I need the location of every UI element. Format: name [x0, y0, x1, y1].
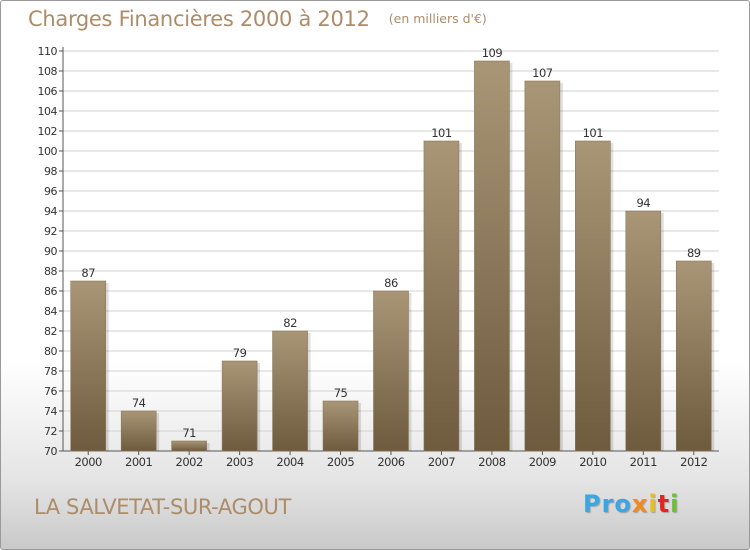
- bar: [322, 400, 359, 452]
- x-tick-label: 2010: [579, 455, 606, 469]
- y-tick-label: 74: [44, 405, 57, 418]
- data-label: 109: [482, 46, 503, 60]
- data-label: 79: [233, 346, 247, 360]
- data-labels: 87 74 71 79 82 75 86 101 109 107 101 94 89: [81, 46, 701, 440]
- x-tick-label: 2004: [276, 455, 303, 469]
- y-tick-label: 72: [44, 425, 57, 438]
- y-tick-label: 80: [44, 345, 57, 358]
- x-tick-label: 2008: [478, 455, 505, 469]
- y-tick-label: 100: [38, 145, 58, 158]
- x-tick-label: 2002: [176, 455, 203, 469]
- bar: [171, 440, 207, 452]
- bar: [675, 260, 712, 452]
- chart-subtitle: (en milliers d'€): [388, 11, 487, 26]
- y-tick-label: 82: [44, 325, 57, 338]
- data-label: 74: [132, 396, 146, 410]
- data-label: 86: [384, 276, 398, 290]
- x-tick-label: 2007: [428, 455, 455, 469]
- y-tick-label: 104: [38, 105, 58, 118]
- y-tick-label: 94: [44, 205, 57, 218]
- bar: [221, 360, 258, 452]
- data-label: 94: [636, 196, 650, 210]
- data-label: 107: [532, 66, 553, 80]
- data-label: 87: [81, 266, 95, 280]
- y-tick-label: 106: [38, 85, 58, 98]
- y-tick-label: 86: [44, 285, 57, 298]
- y-tick-label: 76: [44, 385, 57, 398]
- x-tick-label: 2011: [630, 455, 657, 469]
- bars: [70, 60, 715, 452]
- data-label: 75: [334, 386, 348, 400]
- bar: [474, 60, 510, 452]
- proxiti-logo[interactable]: Proxiti: [583, 490, 680, 518]
- bar: [373, 290, 409, 452]
- bar: [70, 280, 107, 452]
- y-tick-label: 110: [38, 45, 58, 58]
- y-tick-label: 90: [44, 245, 57, 258]
- data-label: 71: [182, 426, 196, 440]
- y-tick-label: 88: [44, 265, 57, 278]
- x-tick-label: 2006: [377, 455, 404, 469]
- data-label: 101: [431, 126, 452, 140]
- y-tick-label: 70: [44, 445, 57, 458]
- data-label: 82: [283, 316, 297, 330]
- chart-title: Charges Financières 2000 à 2012: [28, 7, 370, 31]
- axes: 70 72 74 76 78 80 82 84 86 88 90 92 94 96 98 100 102 104 1…: [38, 45, 719, 469]
- x-tick-label: 2001: [125, 455, 152, 469]
- y-tick-label: 84: [44, 305, 57, 318]
- bar: [272, 330, 308, 452]
- bar: [625, 210, 662, 452]
- x-tick-label: 2003: [226, 455, 253, 469]
- x-tick-label: 2000: [75, 455, 102, 469]
- data-label: 101: [583, 126, 604, 140]
- y-tick-label: 92: [44, 225, 57, 238]
- title-row: Charges Financières 2000 à 2012 (en mill…: [28, 7, 487, 31]
- data-label: 89: [687, 246, 701, 260]
- y-tick-label: 102: [38, 125, 58, 138]
- bar: [120, 410, 157, 452]
- y-tick-label: 96: [44, 185, 57, 198]
- bar: [423, 140, 460, 452]
- y-tick-label: 108: [38, 65, 58, 78]
- x-tick-label: 2009: [529, 455, 556, 469]
- location-name: LA SALVETAT-SUR-AGOUT: [34, 495, 291, 519]
- x-tick-label: 2005: [327, 455, 354, 469]
- x-tick-label: 2012: [680, 455, 707, 469]
- y-tick-label: 78: [44, 365, 57, 378]
- bar: [524, 80, 561, 452]
- bar: [575, 140, 611, 452]
- y-tick-label: 98: [44, 165, 57, 178]
